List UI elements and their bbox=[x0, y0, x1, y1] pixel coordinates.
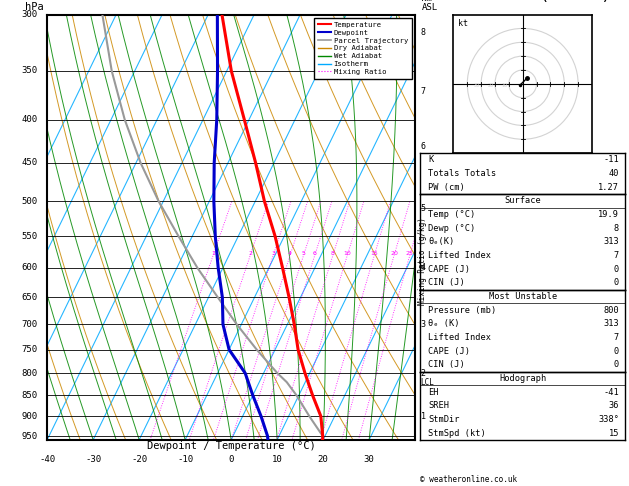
Text: 30: 30 bbox=[474, 83, 480, 87]
Text: θₑ(K): θₑ(K) bbox=[428, 237, 455, 246]
Text: 25: 25 bbox=[406, 250, 414, 256]
Text: Pressure (mb): Pressure (mb) bbox=[428, 306, 497, 314]
Text: 0: 0 bbox=[614, 278, 619, 287]
Text: 650: 650 bbox=[22, 293, 38, 302]
Text: 900: 900 bbox=[22, 412, 38, 421]
Text: 10: 10 bbox=[272, 455, 282, 464]
Text: 400: 400 bbox=[22, 115, 38, 124]
Text: 30°08'N  31°24'E  188m ASL: 30°08'N 31°24'E 188m ASL bbox=[72, 0, 248, 2]
Text: 10: 10 bbox=[343, 250, 351, 256]
Text: kt: kt bbox=[458, 19, 467, 28]
Text: CAPE (J): CAPE (J) bbox=[428, 265, 470, 274]
Text: 07.05.2024  21GMT (Base: 06): 07.05.2024 21GMT (Base: 06) bbox=[420, 0, 609, 2]
Text: Totals Totals: Totals Totals bbox=[428, 169, 497, 178]
Text: 19.9: 19.9 bbox=[598, 210, 619, 219]
Text: 450: 450 bbox=[22, 158, 38, 167]
Text: 8: 8 bbox=[331, 250, 335, 256]
Text: -20: -20 bbox=[131, 455, 147, 464]
Text: 500: 500 bbox=[22, 197, 38, 206]
Text: 8: 8 bbox=[614, 224, 619, 233]
Text: 800: 800 bbox=[603, 306, 619, 314]
Text: 850: 850 bbox=[22, 391, 38, 400]
Text: CAPE (J): CAPE (J) bbox=[428, 347, 470, 356]
Text: -41: -41 bbox=[603, 387, 619, 397]
Text: LCL: LCL bbox=[421, 378, 435, 387]
Text: 0: 0 bbox=[614, 347, 619, 356]
Text: 2: 2 bbox=[421, 369, 426, 378]
Text: 5: 5 bbox=[421, 204, 426, 213]
Text: 40: 40 bbox=[609, 169, 619, 178]
Text: Lifted Index: Lifted Index bbox=[428, 251, 491, 260]
Text: SREH: SREH bbox=[428, 401, 449, 410]
Text: 15: 15 bbox=[609, 429, 619, 437]
Text: 1: 1 bbox=[421, 412, 426, 421]
Text: StmSpd (kt): StmSpd (kt) bbox=[428, 429, 486, 437]
Text: PW (cm): PW (cm) bbox=[428, 183, 465, 191]
Text: 2: 2 bbox=[248, 250, 252, 256]
Text: Mixing Ratio (g/kg): Mixing Ratio (g/kg) bbox=[418, 217, 427, 305]
Text: 0: 0 bbox=[614, 360, 619, 369]
Text: 313: 313 bbox=[603, 237, 619, 246]
Text: 313: 313 bbox=[603, 319, 619, 328]
Text: 4: 4 bbox=[288, 250, 292, 256]
Text: Most Unstable: Most Unstable bbox=[489, 292, 557, 301]
Text: -10: -10 bbox=[177, 455, 193, 464]
Text: 36: 36 bbox=[609, 401, 619, 410]
Text: 7: 7 bbox=[614, 333, 619, 342]
Text: 7: 7 bbox=[421, 87, 426, 96]
X-axis label: Dewpoint / Temperature (°C): Dewpoint / Temperature (°C) bbox=[147, 441, 316, 451]
Text: 0: 0 bbox=[228, 455, 234, 464]
Text: Dewp (°C): Dewp (°C) bbox=[428, 224, 476, 233]
Text: Hodograph: Hodograph bbox=[499, 374, 547, 383]
Text: 800: 800 bbox=[22, 369, 38, 378]
Text: EH: EH bbox=[428, 387, 439, 397]
Text: 20: 20 bbox=[390, 250, 398, 256]
Text: 700: 700 bbox=[22, 320, 38, 329]
Text: CIN (J): CIN (J) bbox=[428, 278, 465, 287]
Text: 3: 3 bbox=[271, 250, 275, 256]
Text: CIN (J): CIN (J) bbox=[428, 360, 465, 369]
Text: 4: 4 bbox=[421, 263, 426, 273]
Text: 350: 350 bbox=[22, 67, 38, 75]
Text: 6: 6 bbox=[313, 250, 316, 256]
Text: 15: 15 bbox=[370, 250, 378, 256]
Text: 1.27: 1.27 bbox=[598, 183, 619, 191]
Text: hPa: hPa bbox=[25, 2, 44, 12]
Text: 0: 0 bbox=[614, 265, 619, 274]
Text: 750: 750 bbox=[22, 345, 38, 354]
Legend: Temperature, Dewpoint, Parcel Trajectory, Dry Adiabat, Wet Adiabat, Isotherm, Mi: Temperature, Dewpoint, Parcel Trajectory… bbox=[314, 18, 411, 79]
Text: 600: 600 bbox=[22, 263, 38, 273]
Text: Temp (°C): Temp (°C) bbox=[428, 210, 476, 219]
Text: -30: -30 bbox=[85, 455, 101, 464]
Text: K: K bbox=[428, 156, 433, 164]
Text: Surface: Surface bbox=[504, 196, 541, 206]
Text: StmDir: StmDir bbox=[428, 415, 460, 424]
Text: 550: 550 bbox=[22, 232, 38, 241]
Text: 30: 30 bbox=[364, 455, 374, 464]
Text: 950: 950 bbox=[22, 432, 38, 440]
Text: 20: 20 bbox=[318, 455, 328, 464]
Text: 6: 6 bbox=[421, 142, 426, 151]
Text: -40: -40 bbox=[39, 455, 55, 464]
Text: km
ASL: km ASL bbox=[421, 0, 438, 12]
Text: 20: 20 bbox=[487, 83, 494, 87]
Text: 8: 8 bbox=[421, 28, 426, 37]
Text: -11: -11 bbox=[603, 156, 619, 164]
Text: 338°: 338° bbox=[598, 415, 619, 424]
Text: 7: 7 bbox=[614, 251, 619, 260]
Text: 300: 300 bbox=[22, 10, 38, 19]
Text: 5: 5 bbox=[301, 250, 306, 256]
Text: 10: 10 bbox=[501, 83, 508, 87]
Text: Lifted Index: Lifted Index bbox=[428, 333, 491, 342]
Text: 3: 3 bbox=[421, 320, 426, 329]
Text: © weatheronline.co.uk: © weatheronline.co.uk bbox=[420, 474, 517, 484]
Text: θₑ (K): θₑ (K) bbox=[428, 319, 460, 328]
Text: 1: 1 bbox=[211, 250, 215, 256]
